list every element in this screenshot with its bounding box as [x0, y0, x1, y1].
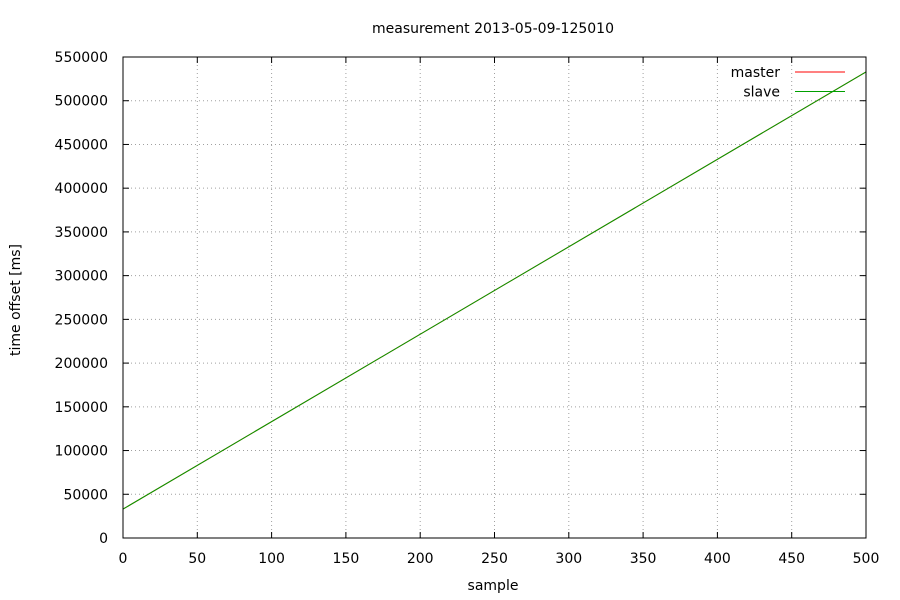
x-tick-label: 100 — [258, 551, 285, 567]
x-tick-label: 450 — [778, 551, 805, 567]
series-lines — [122, 71, 867, 510]
legend-label-master: master — [731, 65, 781, 81]
x-tick-label: 0 — [119, 551, 128, 567]
y-axis-label: time offset [ms] — [8, 244, 24, 356]
y-tick-label: 400000 — [55, 181, 108, 197]
x-tick-label: 200 — [407, 551, 434, 567]
x-tick-label: 150 — [333, 551, 360, 567]
x-tick-label: 500 — [853, 551, 880, 567]
y-axis-tick-labels: 0 50000 100000 150000 200000 250000 300000 3500… — [55, 50, 108, 547]
y-tick-label: 300000 — [55, 269, 108, 285]
x-tick-label: 50 — [188, 551, 206, 567]
legend: master slave — [731, 65, 845, 101]
y-tick-label: 100000 — [55, 444, 108, 460]
x-tick-label: 300 — [555, 551, 582, 567]
grid-lines — [123, 57, 866, 538]
x-axis-label: sample — [468, 578, 519, 594]
y-tick-label: 350000 — [55, 225, 108, 241]
chart-title: measurement 2013-05-09-125010 — [372, 21, 614, 37]
y-tick-label: 0 — [99, 531, 108, 547]
series-line-slave — [122, 71, 867, 510]
y-tick-label: 200000 — [55, 356, 108, 372]
x-tick-label: 250 — [481, 551, 508, 567]
legend-label-slave: slave — [743, 85, 780, 101]
y-tick-label: 250000 — [55, 312, 108, 328]
x-tick-label: 400 — [704, 551, 731, 567]
y-tick-label: 450000 — [55, 137, 108, 153]
y-tick-label: 150000 — [55, 400, 108, 416]
axis-ticks — [122, 56, 867, 539]
y-tick-label: 550000 — [55, 50, 108, 66]
y-tick-label: 500000 — [55, 94, 108, 110]
x-axis-tick-labels: 0 50 100 150 200 250 300 350 400 450 500 — [119, 551, 880, 567]
x-tick-label: 350 — [630, 551, 657, 567]
y-tick-label: 50000 — [63, 487, 108, 503]
